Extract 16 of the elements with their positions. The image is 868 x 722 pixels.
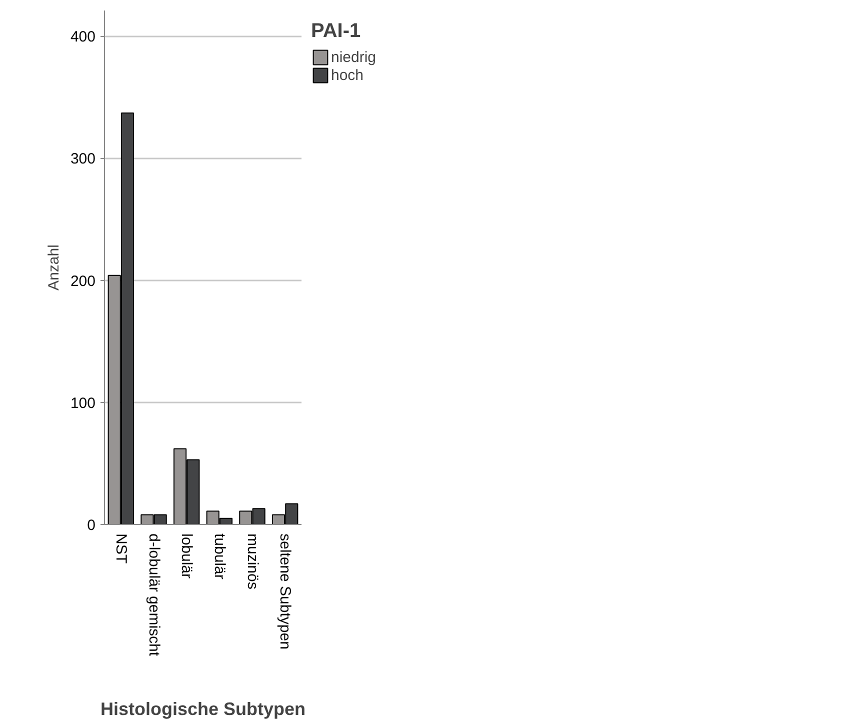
x-tick-label: seltene Subtypen: [276, 534, 294, 650]
y-tick-label: 0: [87, 517, 96, 534]
legend-title: PAI-1: [311, 20, 362, 43]
legend-label: niedrig: [331, 48, 376, 66]
x-tick-label: NST: [112, 534, 130, 564]
x-tick-label: tubulär: [210, 534, 228, 580]
y-tick-label: 200: [70, 272, 96, 290]
x-tick-label: muzinös: [244, 534, 261, 590]
y-tick-label: 100: [70, 394, 96, 412]
x-axis-title: Histologische Subtypen: [100, 699, 306, 720]
legend-label: hoch: [331, 66, 364, 84]
x-tick-label: lobulär: [178, 534, 196, 579]
y-tick-label: 300: [70, 150, 96, 168]
y-axis-title: Anzahl: [45, 244, 62, 290]
x-tick-label: d-lobulär gemischt: [145, 534, 162, 657]
y-tick-label: 400: [70, 28, 96, 46]
